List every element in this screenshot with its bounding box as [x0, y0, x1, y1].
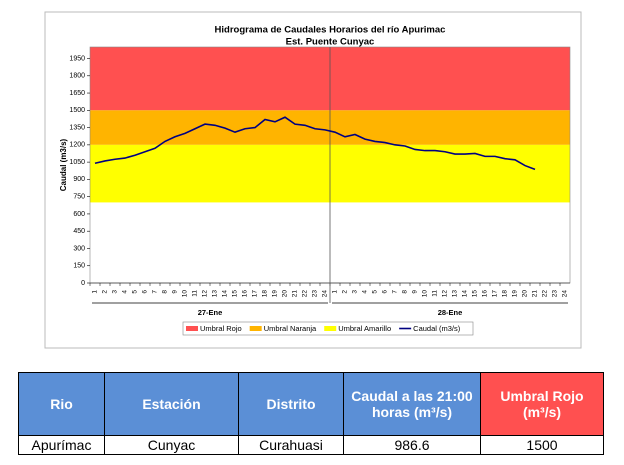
chart: Hidrograma de Caudales Horarios del río … — [44, 11, 582, 349]
cell: Curahuasi — [238, 435, 344, 455]
x-tick-label: 20 — [522, 290, 529, 298]
legend-label: Umbral Rojo — [200, 324, 242, 333]
legend-swatch — [324, 326, 337, 331]
y-tick-label: 1350 — [69, 124, 85, 131]
x-tick-label: 22 — [542, 290, 549, 298]
x-tick-label: 4 — [362, 290, 369, 294]
x-tick-label: 19 — [272, 290, 279, 298]
x-tick-label: 10 — [422, 290, 429, 298]
x-tick-label: 8 — [402, 290, 409, 294]
x-tick-label: 8 — [162, 290, 169, 294]
y-axis-label: Caudal (m3/s) — [59, 138, 68, 191]
x-tick-label: 3 — [352, 290, 359, 294]
summary-table: Rio Estación Distrito Caudal a las 21:00… — [18, 372, 604, 455]
x-tick-label: 17 — [252, 290, 259, 298]
legend-swatch — [249, 326, 262, 331]
y-tick-label: 1950 — [69, 55, 85, 62]
x-tick-label: 23 — [552, 290, 559, 298]
legend-label: Umbral Naranja — [264, 324, 317, 333]
x-tick-label: 13 — [212, 290, 219, 298]
x-tick-label: 15 — [472, 290, 479, 298]
x-tick-label: 17 — [492, 290, 499, 298]
x-tick-label: 19 — [512, 290, 519, 298]
legend-label: Caudal (m3/s) — [413, 324, 461, 333]
x-tick-label: 18 — [262, 290, 269, 298]
x-tick-label: 21 — [292, 290, 299, 298]
x-tick-label: 7 — [152, 290, 159, 294]
x-tick-label: 3 — [112, 290, 119, 294]
x-tick-label: 2 — [102, 290, 109, 294]
x-tick-label: 24 — [562, 290, 569, 298]
x-tick-label: 9 — [172, 290, 179, 294]
legend-swatch — [186, 326, 198, 331]
x-tick-label: 14 — [222, 290, 229, 298]
cell: Cunyac — [104, 435, 239, 455]
x-tick-label: 1 — [92, 290, 99, 294]
y-tick-label: 1500 — [69, 107, 85, 114]
x-tick-label: 14 — [462, 290, 469, 298]
x-tick-label: 12 — [442, 290, 449, 298]
y-tick-label: 600 — [73, 211, 85, 218]
x-tick-label: 5 — [132, 290, 139, 294]
x-tick-label: 2 — [342, 290, 349, 294]
x-tick-label: 11 — [432, 290, 439, 297]
x-tick-label: 16 — [242, 290, 249, 298]
header-cell: Rio — [18, 372, 105, 436]
y-tick-label: 1050 — [69, 159, 85, 166]
x-tick-label: 22 — [302, 290, 309, 298]
header-row: Rio Estación Distrito Caudal a las 21:00… — [18, 372, 604, 436]
x-tick-label: 12 — [202, 290, 209, 298]
y-tick-label: 1200 — [69, 142, 85, 149]
chart-title: Hidrograma de Caudales Horarios del río … — [215, 25, 446, 36]
x-tick-label: 24 — [322, 290, 329, 298]
y-tick-label: 1800 — [69, 73, 85, 80]
cell: Apurímac — [18, 435, 105, 455]
header-cell: Umbral Rojo (m³/s) — [480, 372, 604, 436]
y-tick-label: 150 — [73, 263, 85, 270]
chart-subtitle: Est. Puente Cunyac — [286, 37, 375, 48]
x-tick-label: 9 — [412, 290, 419, 294]
y-tick-label: 900 — [73, 176, 85, 183]
x-tick-label: 7 — [392, 290, 399, 294]
header-cell: Caudal a las 21:00 horas (m³/s) — [343, 372, 481, 436]
x-tick-label: 4 — [122, 290, 129, 294]
x-tick-label: 23 — [312, 290, 319, 298]
x-tick-label: 10 — [182, 290, 189, 298]
cell: 1500 — [480, 435, 604, 455]
header-cell: Distrito — [238, 372, 344, 436]
x-tick-label: 5 — [372, 290, 379, 294]
day-label: 28-Ene — [438, 308, 463, 317]
data-row: Apurímac Cunyac Curahuasi 986.6 1500 — [18, 435, 604, 455]
day-label: 27-Ene — [198, 308, 223, 317]
x-tick-label: 20 — [282, 290, 289, 298]
y-tick-label: 450 — [73, 228, 85, 235]
flow-line — [94, 116, 536, 171]
x-tick-label: 13 — [452, 290, 459, 298]
y-tick-label: 1650 — [69, 90, 85, 97]
x-tick-label: 6 — [142, 290, 149, 294]
x-tick-label: 21 — [532, 290, 539, 298]
header-cell: Estación — [104, 372, 239, 436]
cell: 986.6 — [343, 435, 481, 455]
x-tick-label: 16 — [482, 290, 489, 298]
x-tick-label: 18 — [502, 290, 509, 298]
y-tick-label: 750 — [73, 194, 85, 201]
legend-label: Umbral Amarillo — [338, 324, 391, 333]
x-tick-label: 6 — [382, 290, 389, 294]
y-tick-label: 300 — [73, 245, 85, 252]
x-tick-label: 1 — [332, 290, 339, 294]
x-tick-label: 11 — [192, 290, 199, 297]
x-tick-label: 15 — [232, 290, 239, 298]
y-tick-label: 0 — [81, 280, 85, 287]
